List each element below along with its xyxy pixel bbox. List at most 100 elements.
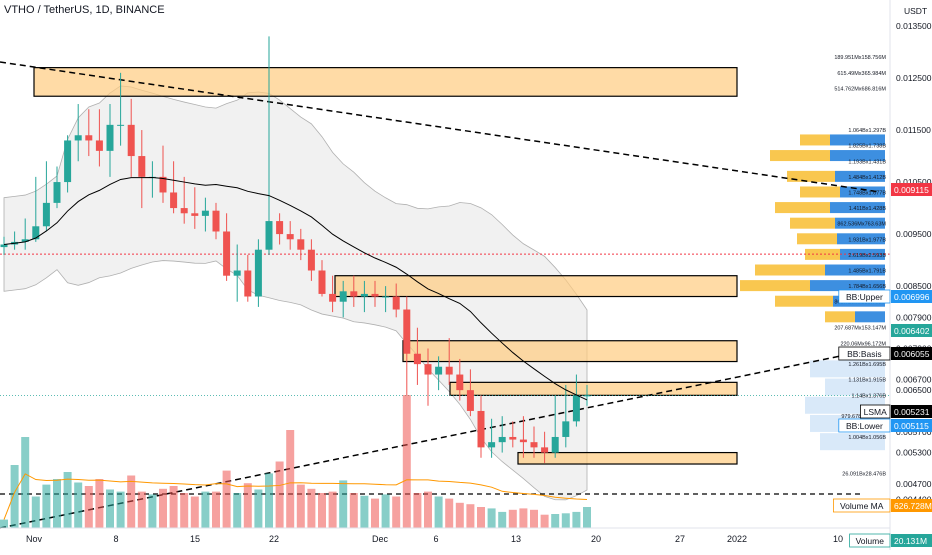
candle-body xyxy=(276,221,284,235)
candle-body xyxy=(477,410,485,448)
volume-bar xyxy=(222,470,231,528)
candle-body xyxy=(180,208,188,214)
ascending-trendline xyxy=(0,351,861,529)
volume-profile-bar xyxy=(740,280,810,292)
volume-bar xyxy=(127,475,136,528)
price-badge-value: 0.006402 xyxy=(894,326,930,336)
candle-body xyxy=(392,296,400,310)
candle-body xyxy=(127,124,135,157)
candle-body xyxy=(212,210,220,232)
volume-bar xyxy=(169,486,178,528)
candle-body xyxy=(498,436,506,443)
volume-profile-label: 1.825Bx1.738B xyxy=(848,144,886,150)
volume-bar xyxy=(286,430,295,528)
price-badge-value: 0.009115 xyxy=(894,185,929,195)
candle-body xyxy=(583,395,591,397)
volume-profile-bar xyxy=(840,248,885,260)
candle-body xyxy=(0,244,8,248)
candle-body xyxy=(244,270,252,297)
volume-bar xyxy=(212,491,220,528)
time-tick-label: 13 xyxy=(511,534,521,544)
volume-bar xyxy=(0,519,8,528)
volume-bar xyxy=(74,482,83,528)
volume-profile-label: 1.484Bx1.412B xyxy=(848,175,886,181)
price-badge-value: 0.006055 xyxy=(894,349,930,359)
volume-bar xyxy=(63,472,72,528)
candle-body xyxy=(456,374,464,391)
candle-body xyxy=(519,439,527,443)
support-resistance-zone xyxy=(402,340,738,363)
candle-body xyxy=(445,366,453,375)
volume-profile-bar xyxy=(800,134,830,146)
indicator-label-box xyxy=(838,346,891,361)
volume-profile-bar xyxy=(835,170,885,182)
price-badge xyxy=(891,324,932,337)
candle-body xyxy=(509,436,517,440)
volume-bar xyxy=(307,488,316,528)
volume-bar xyxy=(413,493,422,528)
support-resistance-zone xyxy=(334,275,738,298)
descending-trendline xyxy=(0,61,881,193)
volume-bar xyxy=(243,483,252,528)
candle-body xyxy=(159,176,167,193)
volume-bar xyxy=(296,484,305,528)
candle-body xyxy=(382,296,390,298)
volume-bar xyxy=(116,491,125,528)
candle-body xyxy=(403,309,411,354)
volume-profile-bar xyxy=(830,150,885,162)
bb-basis-line xyxy=(3,177,588,401)
candle-body xyxy=(339,291,347,302)
price-badge xyxy=(891,290,932,303)
volume-profile-bar xyxy=(805,248,840,260)
volume-bar xyxy=(583,507,591,528)
price-badge xyxy=(891,499,932,512)
volume-bar xyxy=(148,494,157,528)
volume-profile-bar xyxy=(790,217,835,229)
indicator-label-box xyxy=(838,418,891,433)
candle-body xyxy=(413,353,421,365)
candle-body xyxy=(562,421,570,437)
price-badge xyxy=(891,405,932,418)
bollinger-band xyxy=(3,85,588,501)
volume-bar xyxy=(190,496,199,528)
volume-bar xyxy=(233,493,242,528)
volume-bar xyxy=(466,504,475,528)
volume-profile-bar xyxy=(810,280,885,292)
volume-bar xyxy=(31,496,40,528)
time-tick-label: 6 xyxy=(433,534,438,544)
volume-profile-label: 1.261Bx1.695B xyxy=(848,362,886,368)
volume-profile-bar xyxy=(810,360,885,378)
price-tick-label: 0.011500 xyxy=(896,125,931,135)
candle-body xyxy=(191,213,199,216)
volume-profile-label: 26.091Bx28.476B xyxy=(842,471,886,477)
volume-bar xyxy=(498,511,507,528)
volume-profile-bar xyxy=(830,134,885,146)
volume-bar xyxy=(10,465,19,528)
volume-bar xyxy=(339,480,348,528)
volume-profile-bar xyxy=(825,311,855,323)
candle-body xyxy=(53,182,61,203)
volume-bar xyxy=(84,486,93,528)
candle-body xyxy=(233,270,241,276)
price-badge-value: 626.728M xyxy=(894,501,932,511)
volume-bar xyxy=(159,488,167,528)
candle-body xyxy=(21,239,29,242)
volume-bar xyxy=(371,498,379,528)
volume-bar xyxy=(540,514,549,528)
time-tick-label: 20 xyxy=(591,534,601,544)
candle-body xyxy=(541,447,549,453)
volume-profile-label: 207.687Mx153.147M xyxy=(834,326,886,332)
time-tick-label: Nov xyxy=(26,534,43,544)
time-tick-label: 2022 xyxy=(727,534,747,544)
candle-body xyxy=(424,364,432,375)
time-tick-label: 8 xyxy=(113,534,118,544)
time-tick-label: 27 xyxy=(675,534,685,544)
candle-body xyxy=(106,124,114,151)
volume-bar xyxy=(137,491,146,528)
volume-bar xyxy=(551,514,560,528)
volume-bar xyxy=(434,496,443,528)
volume-profile-bar xyxy=(800,186,840,198)
volume-bar xyxy=(445,498,454,528)
